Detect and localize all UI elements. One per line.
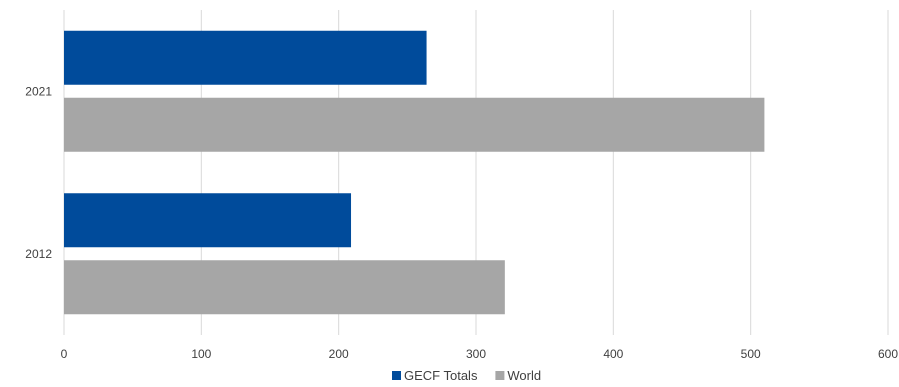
category-labels: 2021 2012 <box>25 84 52 261</box>
legend-label: World <box>507 368 541 383</box>
x-tick-label: 600 <box>878 347 898 361</box>
x-tick-label: 400 <box>603 347 623 361</box>
category-label: 2012 <box>25 247 52 261</box>
bar-gecf-totals-2021 <box>64 30 427 85</box>
x-tick-label: 200 <box>329 347 349 361</box>
legend-label: GECF Totals <box>404 368 478 383</box>
x-tick-label: 100 <box>191 347 211 361</box>
legend-swatch-gecf-totals <box>392 371 401 380</box>
bars <box>64 30 765 315</box>
legend: GECF Totals World <box>392 368 541 383</box>
x-tick-labels: 0 100 200 300 400 500 600 <box>61 347 899 361</box>
legend-swatch-world <box>495 371 505 380</box>
x-tick-label: 500 <box>741 347 761 361</box>
x-tick-label: 300 <box>466 347 486 361</box>
x-tick-label: 0 <box>61 347 68 361</box>
bar-world-2012 <box>64 260 505 315</box>
bar-gecf-totals-2012 <box>64 193 352 248</box>
category-label: 2021 <box>25 84 52 98</box>
bar-world-2021 <box>64 97 765 152</box>
